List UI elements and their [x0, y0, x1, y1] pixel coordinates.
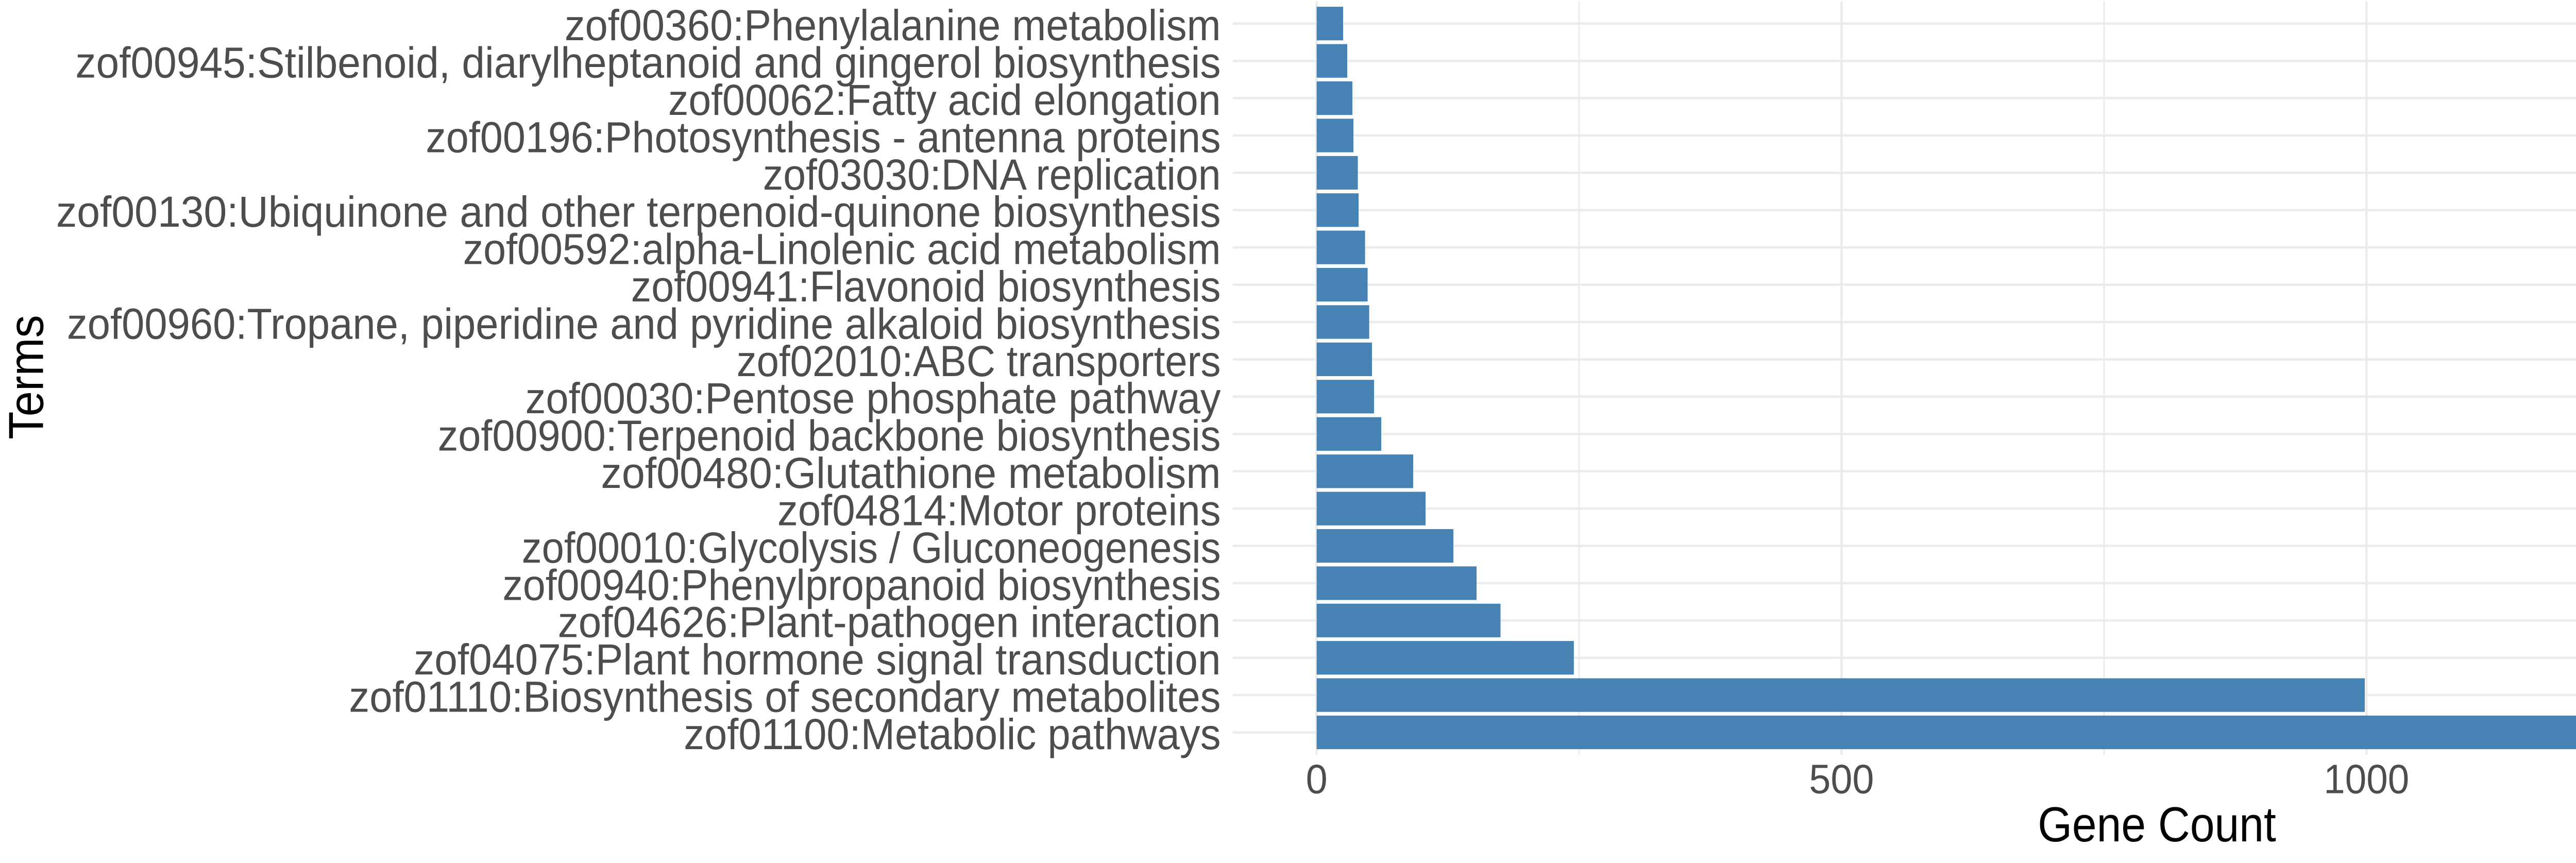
svg-text:zof03030:DNA replication: zof03030:DNA replication	[763, 150, 1221, 199]
svg-text:zof00960:Tropane, piperidine a: zof00960:Tropane, piperidine and pyridin…	[67, 299, 1221, 348]
svg-text:zof00196:Photosynthesis - ante: zof00196:Photosynthesis - antenna protei…	[426, 113, 1221, 161]
svg-text:zof01110:Biosynthesis of secon: zof01110:Biosynthesis of secondary metab…	[349, 673, 1221, 721]
svg-text:zof00030:Pentose phosphate pat: zof00030:Pentose phosphate pathway	[526, 374, 1221, 422]
svg-text:zof00941:Flavonoid biosynthesi: zof00941:Flavonoid biosynthesis	[631, 262, 1221, 311]
svg-text:zof00062:Fatty acid elongation: zof00062:Fatty acid elongation	[668, 76, 1221, 124]
svg-text:zof00130:Ubiquinone and other: zof00130:Ubiquinone and other terpenoid-…	[56, 188, 1221, 236]
svg-text:1000: 1000	[2324, 756, 2409, 802]
svg-text:zof04814:Motor proteins: zof04814:Motor proteins	[777, 486, 1221, 535]
svg-text:zof02010:ABC transporters: zof02010:ABC transporters	[737, 337, 1221, 385]
svg-text:zof00940:Phenylpropanoid biosy: zof00940:Phenylpropanoid biosynthesis	[503, 561, 1221, 609]
svg-text:zof00945:Stilbenoid, diarylhep: zof00945:Stilbenoid, diarylheptanoid and…	[75, 39, 1221, 87]
svg-text:500: 500	[1809, 756, 1874, 802]
svg-text:zof04075:Plant hormone signal: zof04075:Plant hormone signal transducti…	[414, 635, 1221, 684]
svg-text:zof01100:Metabolic pathways: zof01100:Metabolic pathways	[684, 710, 1221, 758]
svg-text:0: 0	[1306, 756, 1328, 802]
svg-text:zof00360:Phenylalanine metabol: zof00360:Phenylalanine metabolism	[565, 1, 1221, 49]
svg-text:zof00480:Glutathione metabolis: zof00480:Glutathione metabolism	[601, 449, 1221, 497]
svg-text:zof04626:Plant-pathogen intera: zof04626:Plant-pathogen interaction	[558, 598, 1221, 647]
svg-text:Gene Count: Gene Count	[2038, 797, 2276, 852]
svg-text:zof00900:Terpenoid backbone bi: zof00900:Terpenoid backbone biosynthesis	[438, 412, 1221, 460]
svg-text:zof00592:alpha-Linolenic acid: zof00592:alpha-Linolenic acid metabolism	[463, 225, 1221, 274]
svg-text:zof00010:Glycolysis / Gluconeo: zof00010:Glycolysis / Gluconeogenesis	[522, 523, 1221, 572]
svg-text:Terms: Terms	[0, 315, 54, 439]
